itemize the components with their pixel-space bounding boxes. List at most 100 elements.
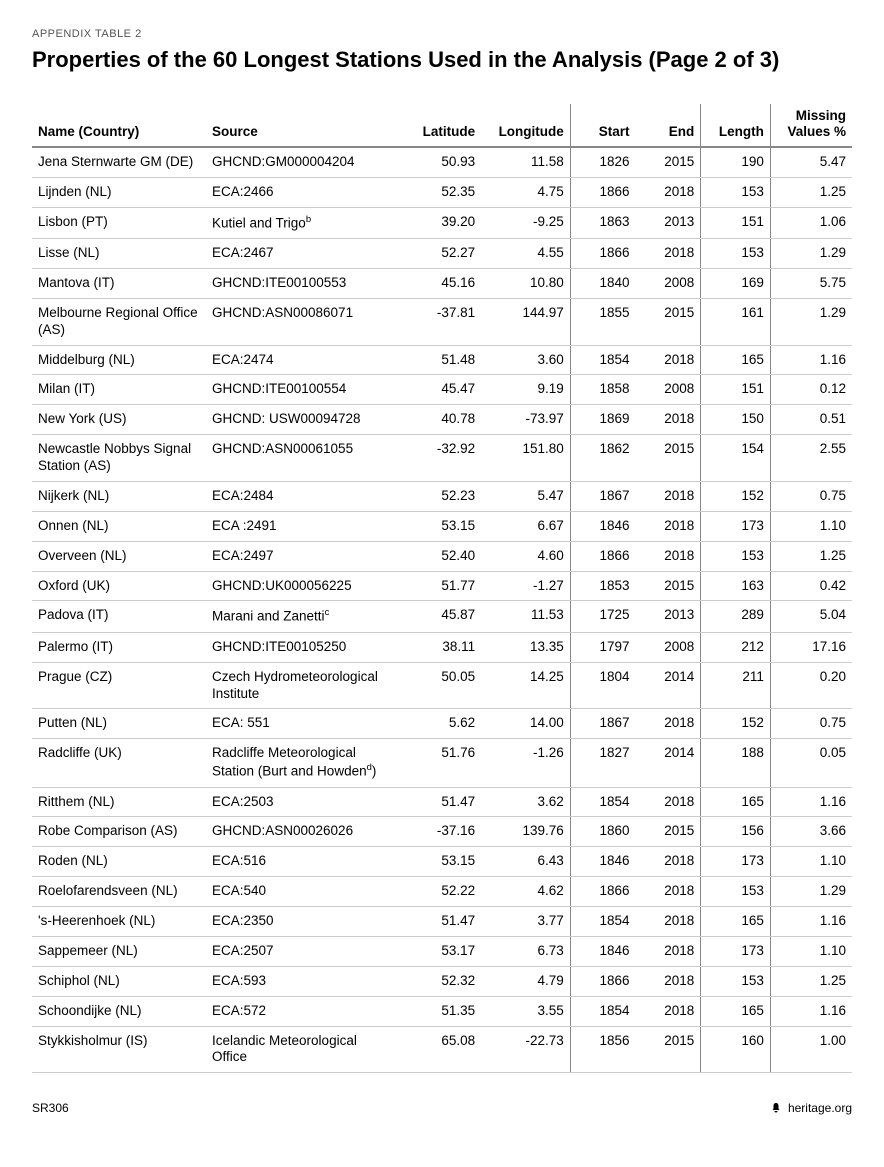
cell-source: ECA:2507: [206, 936, 396, 966]
cell-name: Schiphol (NL): [32, 966, 206, 996]
cell-name: Newcastle Nobbys Signal Station (AS): [32, 435, 206, 482]
cell-lat: 52.35: [396, 177, 481, 207]
cell-length: 153: [701, 966, 771, 996]
cell-end: 2018: [636, 405, 701, 435]
col-name: Name (Country): [32, 104, 206, 147]
cell-missing: 0.42: [770, 571, 852, 601]
cell-missing: 1.16: [770, 996, 852, 1026]
table-row: Middelburg (NL)ECA:247451.483.6018542018…: [32, 345, 852, 375]
cell-start: 1854: [570, 907, 635, 937]
table-row: Schoondijke (NL)ECA:57251.353.5518542018…: [32, 996, 852, 1026]
cell-lon: 3.55: [481, 996, 570, 1026]
cell-name: 's-Heerenhoek (NL): [32, 907, 206, 937]
cell-lat: 51.76: [396, 739, 481, 787]
cell-source: ECA:540: [206, 877, 396, 907]
cell-missing: 0.20: [770, 662, 852, 709]
cell-missing: 1.29: [770, 877, 852, 907]
cell-lon: 4.79: [481, 966, 570, 996]
table-row: Melbourne Regional Office (AS)GHCND:ASN0…: [32, 298, 852, 345]
cell-lat: 53.15: [396, 511, 481, 541]
cell-lon: 14.00: [481, 709, 570, 739]
cell-length: 173: [701, 936, 771, 966]
cell-start: 1854: [570, 996, 635, 1026]
cell-missing: 2.55: [770, 435, 852, 482]
cell-name: Roelofarendsveen (NL): [32, 877, 206, 907]
cell-lon: 6.67: [481, 511, 570, 541]
table-row: Oxford (UK)GHCND:UK00005622551.77-1.2718…: [32, 571, 852, 601]
cell-start: 1846: [570, 936, 635, 966]
cell-end: 2015: [636, 571, 701, 601]
cell-end: 2014: [636, 739, 701, 787]
cell-missing: 1.06: [770, 207, 852, 238]
table-row: Overveen (NL)ECA:249752.404.601866201815…: [32, 541, 852, 571]
cell-end: 2018: [636, 541, 701, 571]
cell-lon: 5.47: [481, 481, 570, 511]
cell-length: 152: [701, 481, 771, 511]
cell-missing: 17.16: [770, 632, 852, 662]
cell-missing: 5.04: [770, 601, 852, 632]
col-start: Start: [570, 104, 635, 147]
cell-start: 1846: [570, 847, 635, 877]
cell-lon: 9.19: [481, 375, 570, 405]
cell-lon: 4.60: [481, 541, 570, 571]
cell-start: 1866: [570, 541, 635, 571]
cell-start: 1826: [570, 147, 635, 177]
page-title: Properties of the 60 Longest Stations Us…: [32, 46, 852, 74]
cell-start: 1866: [570, 966, 635, 996]
cell-length: 156: [701, 817, 771, 847]
cell-start: 1853: [570, 571, 635, 601]
table-row: Mantova (IT)GHCND:ITE0010055345.1610.801…: [32, 268, 852, 298]
cell-lat: -37.81: [396, 298, 481, 345]
table-row: Padova (IT)Marani and Zanettic45.8711.53…: [32, 601, 852, 632]
table-row: Roelofarendsveen (NL)ECA:54052.224.62186…: [32, 877, 852, 907]
cell-length: 153: [701, 541, 771, 571]
cell-lat: 45.87: [396, 601, 481, 632]
cell-length: 190: [701, 147, 771, 177]
table-row: Radcliffe (UK)Radcliffe Meteorological S…: [32, 739, 852, 787]
cell-start: 1725: [570, 601, 635, 632]
cell-lat: 51.47: [396, 787, 481, 817]
cell-start: 1862: [570, 435, 635, 482]
cell-end: 2018: [636, 966, 701, 996]
cell-source: ECA:2467: [206, 239, 396, 269]
cell-end: 2018: [636, 847, 701, 877]
cell-source: GHCND:ITE00105250: [206, 632, 396, 662]
cell-lat: 40.78: [396, 405, 481, 435]
cell-lat: 45.16: [396, 268, 481, 298]
cell-lat: 65.08: [396, 1026, 481, 1073]
cell-lon: 3.60: [481, 345, 570, 375]
cell-name: Mantova (IT): [32, 268, 206, 298]
table-row: Putten (NL)ECA: 5515.6214.00186720181520…: [32, 709, 852, 739]
cell-lon: 14.25: [481, 662, 570, 709]
cell-missing: 1.29: [770, 239, 852, 269]
footer-site: heritage.org: [788, 1101, 852, 1115]
cell-missing: 0.75: [770, 709, 852, 739]
cell-length: 153: [701, 877, 771, 907]
cell-start: 1866: [570, 239, 635, 269]
cell-start: 1867: [570, 709, 635, 739]
cell-name: Middelburg (NL): [32, 345, 206, 375]
cell-source: ECA:2466: [206, 177, 396, 207]
cell-length: 173: [701, 847, 771, 877]
cell-length: 163: [701, 571, 771, 601]
cell-name: Overveen (NL): [32, 541, 206, 571]
cell-end: 2018: [636, 709, 701, 739]
table-row: Lijnden (NL)ECA:246652.354.7518662018153…: [32, 177, 852, 207]
cell-start: 1846: [570, 511, 635, 541]
cell-length: 211: [701, 662, 771, 709]
table-row: Sappemeer (NL)ECA:250753.176.73184620181…: [32, 936, 852, 966]
cell-name: Padova (IT): [32, 601, 206, 632]
cell-name: Jena Sternwarte GM (DE): [32, 147, 206, 177]
cell-source: GHCND:ASN00026026: [206, 817, 396, 847]
cell-end: 2015: [636, 435, 701, 482]
cell-source: ECA:516: [206, 847, 396, 877]
footer-left: SR306: [32, 1101, 69, 1115]
cell-name: Putten (NL): [32, 709, 206, 739]
cell-source: ECA:593: [206, 966, 396, 996]
col-miss: Missing Values %: [770, 104, 852, 147]
table-row: Palermo (IT)GHCND:ITE0010525038.1113.351…: [32, 632, 852, 662]
cell-end: 2018: [636, 481, 701, 511]
cell-lon: 144.97: [481, 298, 570, 345]
cell-source: Marani and Zanettic: [206, 601, 396, 632]
header-row: Name (Country) Source Latitude Longitude…: [32, 104, 852, 147]
